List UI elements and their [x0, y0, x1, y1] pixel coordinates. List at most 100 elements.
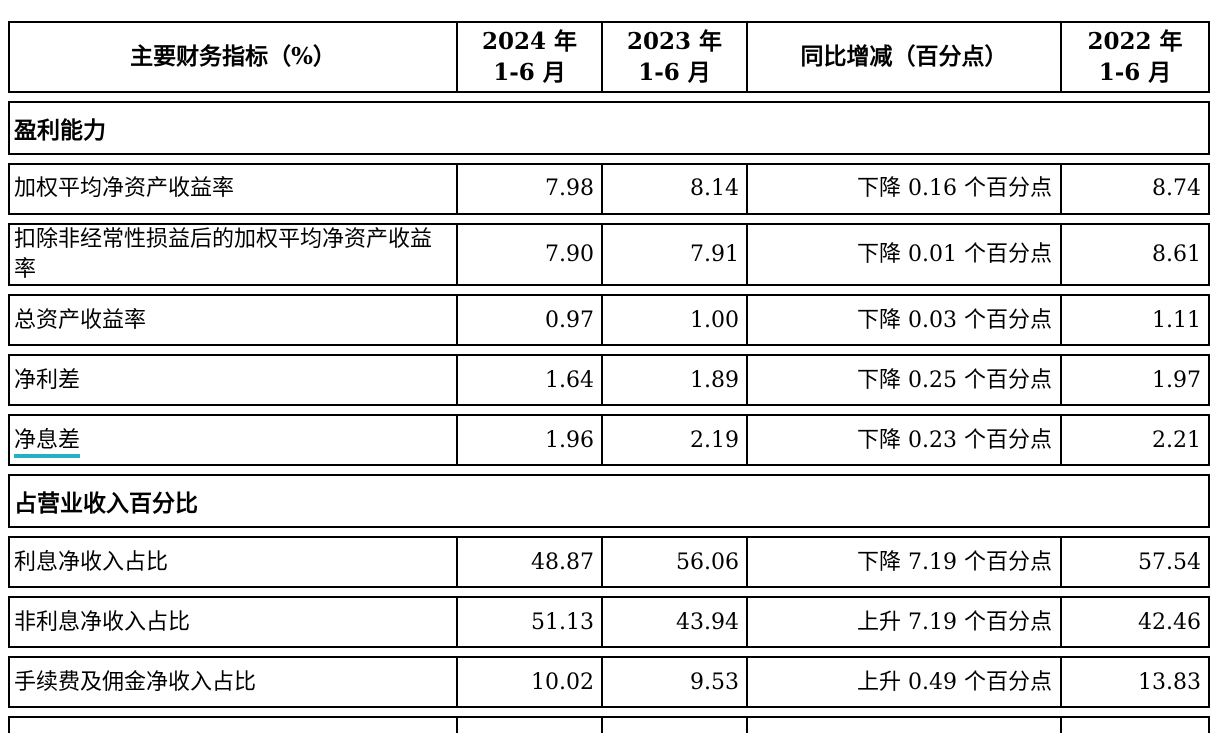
value-2023: 43.94: [603, 596, 748, 649]
cell-text: 上升 0.49 个百分点: [857, 669, 1052, 695]
cell-text: 2.19: [690, 427, 739, 453]
row-label: 净息差: [8, 414, 458, 467]
partial-cell: [8, 716, 458, 733]
value-2022: 42.46: [1062, 596, 1210, 649]
cell-text: 下降 0.03 个百分点: [857, 307, 1052, 333]
cell-text: 1.64: [545, 367, 594, 393]
cell-text: 2.21: [1152, 427, 1201, 453]
partial-cell: [1062, 716, 1210, 733]
value-2023: 56.06: [603, 536, 748, 589]
value-2023: 8.14: [603, 163, 748, 215]
value-2022: 2.21: [1062, 414, 1210, 467]
value-2024: 10.02: [458, 656, 603, 709]
cell-text: 42.46: [1138, 609, 1201, 635]
cell-text: 1.96: [545, 427, 594, 453]
yoy-change-text: 下降 0.23 个百分点: [748, 414, 1062, 467]
row-label: 非利息净收入占比: [8, 596, 458, 649]
table-row: 手续费及佣金净收入占比 10.02 9.53 上升 0.49 个百分点 13.83: [8, 656, 1210, 709]
cell-text: 51.13: [531, 609, 594, 635]
row-label: 利息净收入占比: [8, 536, 458, 589]
cell-text: 下降 0.23 个百分点: [857, 427, 1052, 453]
table-body: 盈利能力加权平均净资产收益率 7.98 8.14 下降 0.16 个百分点 8.74 扣除…: [8, 101, 1210, 733]
row-label: 加权平均净资产收益率: [8, 163, 458, 215]
partial-row: [8, 716, 1210, 733]
cell-text: 7.90: [545, 241, 594, 267]
cell-text: 总资产收益率: [14, 307, 147, 333]
cell-text: 56.06: [676, 549, 739, 575]
value-2023: 7.91: [603, 223, 748, 287]
cell-text: 48.87: [531, 549, 594, 575]
header-indicator: 主要财务指标（%）: [8, 21, 458, 93]
cell-text: 净利差: [14, 367, 81, 393]
table-row: 净利差 1.64 1.89 下降 0.25 个百分点 1.97: [8, 354, 1210, 407]
cell-text: 上升 7.19 个百分点: [857, 609, 1052, 635]
cell-text: 10.02: [531, 669, 594, 695]
cell-text: 手续费及佣金净收入占比: [14, 669, 257, 695]
value-2024: 7.90: [458, 223, 603, 287]
cell-text: 43.94: [676, 609, 739, 635]
value-2023: 1.89: [603, 354, 748, 407]
financial-indicators-table-wrap: 主要财务指标（%） 2024 年 1-6 月 2023 年 1-6 月 同比增减…: [8, 13, 1210, 733]
header-2022: 2022 年 1-6 月: [1062, 21, 1210, 93]
cell-text: 1.97: [1152, 367, 1201, 393]
header-text: 主要财务指标（%）: [130, 43, 336, 71]
value-2024: 51.13: [458, 596, 603, 649]
cell-text: 8.14: [690, 176, 739, 202]
value-2023: 2.19: [603, 414, 748, 467]
cell-text: 8.74: [1152, 176, 1201, 202]
cell-text: 净息差: [14, 427, 81, 458]
cell-text: 利息净收入占比: [14, 549, 169, 575]
row-label: 总资产收益率: [8, 294, 458, 347]
header-text: 2024 年 1-6 月: [481, 27, 578, 86]
partial-cell: [458, 716, 603, 733]
cell-text: 非利息净收入占比: [14, 609, 191, 635]
section-row: 占营业收入百分比: [8, 474, 1210, 529]
section-row: 盈利能力: [8, 101, 1210, 155]
cell-text: 7.98: [545, 176, 594, 202]
yoy-change-text: 下降 0.01 个百分点: [748, 223, 1062, 287]
yoy-change-text: 上升 0.49 个百分点: [748, 656, 1062, 709]
cell-text: 8.61: [1152, 241, 1201, 267]
cell-text: 1.11: [1152, 307, 1201, 333]
table-header: 主要财务指标（%） 2024 年 1-6 月 2023 年 1-6 月 同比增减…: [8, 21, 1210, 93]
table-row: 非利息净收入占比 51.13 43.94 上升 7.19 个百分点 42.46: [8, 596, 1210, 649]
section-title: 占营业收入百分比: [8, 474, 1210, 529]
yoy-change-text: 下降 0.25 个百分点: [748, 354, 1062, 407]
cell-text: 下降 0.01 个百分点: [857, 241, 1052, 267]
value-2024: 1.96: [458, 414, 603, 467]
value-2024: 7.98: [458, 163, 603, 215]
value-2022: 8.61: [1062, 223, 1210, 287]
value-2022: 1.11: [1062, 294, 1210, 347]
value-2023: 9.53: [603, 656, 748, 709]
header-yoy-change: 同比增减（百分点）: [748, 21, 1062, 93]
header-text: 2023 年 1-6 月: [626, 27, 723, 86]
cell-text: 下降 0.25 个百分点: [857, 367, 1052, 393]
row-label: 扣除非经常性损益后的加权平均净资产收益率: [8, 223, 458, 287]
cell-text: 13.83: [1138, 669, 1201, 695]
value-2022: 57.54: [1062, 536, 1210, 589]
yoy-change-text: 下降 0.03 个百分点: [748, 294, 1062, 347]
yoy-change-text: 上升 7.19 个百分点: [748, 596, 1062, 649]
value-2022: 13.83: [1062, 656, 1210, 709]
cell-text: 0.97: [545, 307, 594, 333]
cell-text: 1.89: [690, 367, 739, 393]
value-2024: 0.97: [458, 294, 603, 347]
table-row: 总资产收益率 0.97 1.00 下降 0.03 个百分点 1.11: [8, 294, 1210, 347]
cell-text: 57.54: [1138, 549, 1201, 575]
table-row: 扣除非经常性损益后的加权平均净资产收益率 7.90 7.91 下降 0.01 个百分点…: [8, 223, 1210, 287]
header-text: 2022 年 1-6 月: [1087, 27, 1183, 86]
header-text: 同比增减（百分点）: [800, 43, 1008, 71]
yoy-change-text: 下降 0.16 个百分点: [748, 163, 1062, 215]
value-2022: 1.97: [1062, 354, 1210, 407]
cell-text: 下降 7.19 个百分点: [857, 549, 1052, 575]
table-row: 利息净收入占比 48.87 56.06 下降 7.19 个百分点 57.54: [8, 536, 1210, 589]
cell-text: 7.91: [690, 241, 739, 267]
partial-cell: [603, 716, 748, 733]
value-2024: 1.64: [458, 354, 603, 407]
header-2023: 2023 年 1-6 月: [603, 21, 748, 93]
value-2023: 1.00: [603, 294, 748, 347]
partial-cell: [748, 716, 1062, 733]
cell-text: 加权平均净资产收益率: [14, 176, 235, 202]
cell-text: 下降 0.16 个百分点: [857, 176, 1052, 202]
